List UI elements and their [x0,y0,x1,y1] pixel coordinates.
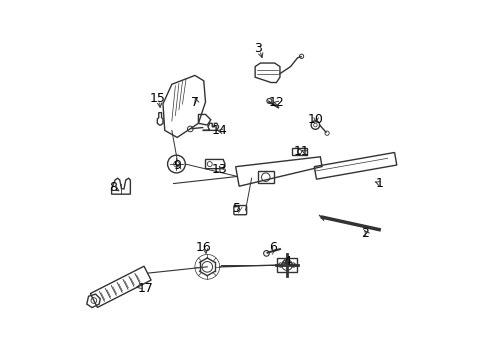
Text: 11: 11 [293,145,308,158]
Text: 17: 17 [137,282,153,294]
Text: 16: 16 [196,241,211,254]
Text: 8: 8 [109,181,117,194]
Text: 2: 2 [360,227,368,240]
Text: 9: 9 [173,159,181,172]
Text: 13: 13 [211,163,227,176]
Text: 6: 6 [268,241,276,254]
Text: 3: 3 [253,42,262,55]
Text: 14: 14 [211,124,227,137]
Text: 5: 5 [233,202,241,215]
Text: 10: 10 [307,113,323,126]
Text: 12: 12 [268,95,284,108]
Text: 4: 4 [283,255,290,268]
Text: 7: 7 [190,95,199,108]
Text: 1: 1 [374,177,382,190]
Text: 15: 15 [149,92,165,105]
